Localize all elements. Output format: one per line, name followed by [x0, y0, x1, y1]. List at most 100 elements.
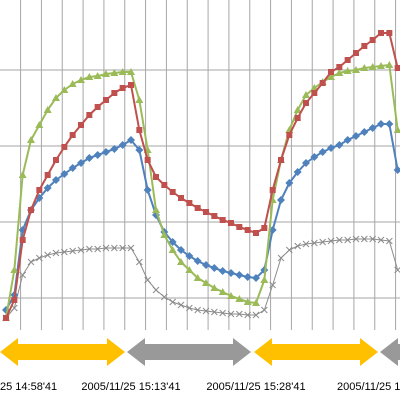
marker — [53, 157, 59, 163]
marker — [228, 220, 234, 226]
marker — [327, 144, 335, 152]
marker — [360, 235, 368, 243]
marker — [286, 132, 293, 138]
marker — [336, 64, 343, 70]
marker — [278, 157, 284, 163]
marker — [144, 276, 152, 284]
marker — [319, 238, 327, 246]
marker — [85, 73, 94, 80]
marker — [169, 189, 176, 195]
marker — [302, 240, 310, 248]
marker — [227, 310, 235, 318]
marker — [85, 154, 94, 162]
marker — [311, 90, 318, 96]
marker — [68, 164, 77, 172]
marker — [177, 258, 185, 265]
marker — [135, 258, 143, 266]
series — [2, 61, 400, 321]
marker — [394, 65, 400, 71]
marker — [344, 236, 352, 244]
marker — [310, 239, 318, 247]
marker — [160, 293, 168, 301]
marker — [119, 244, 127, 252]
marker — [193, 274, 202, 281]
marker — [94, 104, 101, 110]
marker — [244, 227, 251, 233]
marker — [60, 86, 69, 93]
series — [2, 120, 400, 314]
marker — [352, 235, 360, 243]
marker — [43, 106, 52, 113]
marker — [385, 237, 393, 245]
marker — [177, 301, 185, 309]
marker — [235, 271, 244, 279]
marker — [352, 66, 360, 73]
marker — [18, 171, 27, 178]
marker — [378, 30, 384, 36]
marker — [35, 121, 44, 128]
marker — [127, 136, 135, 144]
marker — [343, 67, 352, 74]
marker — [10, 266, 19, 273]
marker — [218, 267, 227, 275]
marker — [203, 209, 209, 215]
marker — [344, 57, 351, 63]
marker — [136, 127, 143, 133]
marker — [293, 168, 302, 176]
marker — [35, 254, 43, 262]
marker — [319, 80, 326, 86]
marker — [253, 230, 259, 236]
marker — [269, 281, 277, 289]
marker — [152, 286, 160, 294]
marker — [61, 144, 68, 150]
marker — [335, 236, 343, 244]
marker — [103, 97, 109, 103]
phase-arrow — [0, 338, 125, 366]
marker — [102, 148, 110, 156]
marker — [178, 195, 184, 201]
marker — [243, 298, 252, 305]
marker — [210, 308, 218, 316]
marker — [135, 96, 144, 103]
marker — [28, 207, 34, 213]
marker — [219, 309, 227, 317]
marker — [335, 69, 344, 76]
marker — [302, 159, 310, 167]
marker — [85, 245, 93, 253]
marker — [3, 315, 9, 321]
marker — [102, 70, 110, 77]
marker — [185, 304, 193, 312]
marker — [19, 237, 26, 243]
x-tick-label: 2005/11/25 15:28'41 — [206, 381, 305, 393]
marker — [219, 217, 226, 223]
marker — [135, 146, 144, 154]
marker — [369, 235, 377, 243]
marker — [368, 124, 377, 132]
marker — [377, 62, 385, 69]
marker — [52, 176, 60, 184]
marker — [19, 271, 27, 279]
marker — [210, 264, 219, 272]
marker — [277, 254, 285, 262]
marker — [177, 246, 185, 254]
marker — [161, 182, 168, 188]
marker — [185, 266, 194, 273]
line — [5, 238, 399, 319]
marker — [211, 213, 218, 219]
series — [3, 30, 400, 321]
marker — [69, 132, 76, 138]
marker — [93, 151, 102, 159]
x-tick-label: 2005/11/25 15:13'41 — [81, 381, 180, 393]
marker — [77, 246, 85, 254]
marker — [128, 82, 134, 88]
x-tick-label: 2005/11/25 15: — [337, 381, 400, 393]
marker — [368, 63, 377, 70]
marker — [252, 311, 260, 319]
marker — [269, 187, 276, 193]
marker — [110, 244, 118, 252]
phase-arrow — [380, 338, 400, 366]
marker — [294, 115, 301, 121]
marker — [335, 141, 344, 149]
marker — [118, 68, 127, 75]
